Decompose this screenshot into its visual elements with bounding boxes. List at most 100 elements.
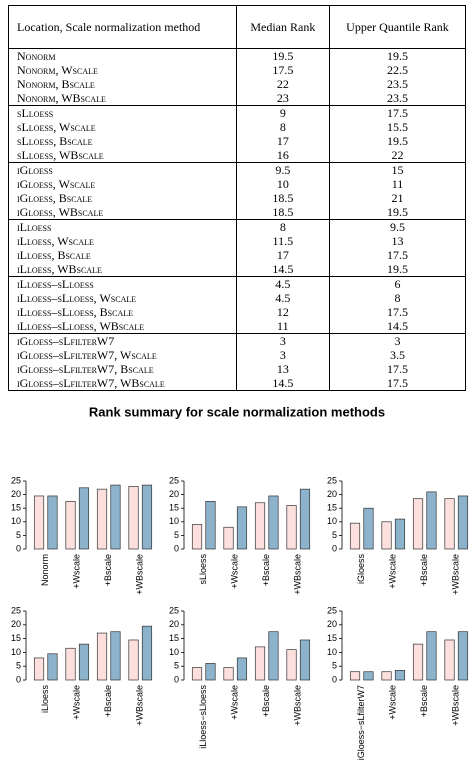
y-tick-label: 5 — [16, 530, 21, 540]
bar — [223, 526, 234, 550]
x-tick-label: +WBscale — [451, 554, 461, 595]
bar — [205, 501, 216, 550]
y-tick-label: 10 — [327, 647, 337, 657]
table-row: iGloess–sLfilterW7, Wscale 3 3.5 — [8, 348, 467, 362]
table-row: iLloess–sLloess 4.5 6 — [8, 276, 467, 291]
table-row: iLloess–sLloess, Bscale 12 17.5 — [8, 305, 467, 319]
y-tick-label: 10 — [11, 516, 21, 526]
bar — [254, 646, 266, 681]
table-row: iGloess–sLfilterW7 3 3 — [8, 333, 467, 348]
table-cell: Nonorm, WBscale — [8, 91, 237, 106]
table-cell: 17.5 — [328, 362, 467, 376]
bar — [110, 484, 121, 550]
table-cell: 14.5 — [328, 319, 467, 334]
table-cell: 19.5 — [328, 262, 467, 277]
x-tick-label: sLloess — [198, 554, 208, 585]
x-tick-label: +Bscale — [103, 554, 113, 586]
table-cell: iGloess, Bscale — [8, 191, 237, 205]
y-tick-label: 15 — [169, 633, 179, 643]
x-tick-label: +WBscale — [293, 685, 303, 726]
bar — [412, 643, 424, 681]
bar — [349, 671, 361, 681]
table-cell: iGloess–sLfilterW7, Wscale — [8, 348, 237, 362]
table-cell: 22 — [328, 148, 467, 163]
table-row: iLloess–sLloess, Wscale 4.5 8 — [8, 291, 467, 305]
table-row: Nonorm, Wscale 17.5 22.5 — [8, 63, 467, 77]
y-tick-label: 5 — [16, 661, 21, 671]
y-tick-label: 10 — [169, 516, 179, 526]
table-row: iGloess, WBscale 18.5 19.5 — [8, 205, 467, 220]
table-cell: 17 — [235, 248, 330, 262]
table-row: iGloess, Bscale 18.5 21 — [8, 191, 467, 205]
table-row: sLloess, Bscale 17 19.5 — [8, 134, 467, 148]
bar — [457, 495, 469, 550]
bar — [426, 631, 437, 681]
y-tick-label: 0 — [16, 543, 21, 553]
x-tick-label: +Wscale — [72, 554, 82, 589]
bar — [236, 657, 248, 681]
bar — [191, 667, 203, 681]
table-row: sLloess 9 17.5 — [8, 105, 467, 120]
x-tick-label: +Wscale — [230, 685, 240, 720]
table-row: iLloess 8 9.5 — [8, 219, 467, 234]
y-tick-label: 10 — [11, 647, 21, 657]
table-cell: iGloess–sLfilterW7, Bscale — [8, 362, 237, 376]
table-cell: iLloess — [8, 219, 237, 234]
table-cell: sLloess, Bscale — [8, 134, 237, 148]
bar — [299, 639, 311, 681]
table-cell: 8 — [328, 291, 467, 305]
x-tick-label: +WBscale — [135, 685, 145, 726]
bar — [65, 647, 76, 681]
table-cell: 11 — [235, 319, 330, 334]
x-tick-label: iGloess−sLfilterW7 — [356, 685, 366, 760]
y-tick-label: 5 — [332, 661, 337, 671]
table-cell: 10 — [235, 177, 330, 191]
table-cell: 15 — [328, 162, 467, 177]
bar — [444, 498, 455, 550]
table-cell: 4.5 — [235, 291, 330, 305]
bar — [349, 522, 361, 550]
x-tick-label: iLloess−sLloess — [198, 685, 208, 749]
bar — [363, 671, 374, 681]
figure-title: Rank summary for scale normalization met… — [89, 404, 385, 419]
bar — [141, 625, 153, 681]
y-tick-label: 0 — [174, 674, 179, 684]
x-tick-label: +Wscale — [230, 554, 240, 589]
bar — [268, 631, 279, 681]
y-tick-label: 25 — [169, 475, 179, 485]
table-cell: 23 — [235, 91, 330, 106]
table-cell: 17.5 — [328, 248, 467, 262]
table-cell: 6 — [328, 276, 467, 291]
table-cell: 8 — [235, 219, 330, 234]
y-tick-label: 20 — [11, 619, 21, 629]
bar — [426, 491, 437, 550]
table-cell: 11.5 — [235, 234, 330, 248]
table-cell: 23.5 — [328, 91, 467, 106]
bar — [47, 495, 58, 550]
table-cell: sLloess — [8, 105, 237, 120]
table-cell: iLloess–sLloess — [8, 276, 237, 291]
table-cell: 12 — [235, 305, 330, 319]
rank-table: Location, Scale normalization method Medi… — [8, 5, 467, 391]
y-tick-label: 0 — [332, 543, 337, 553]
x-tick-label: +Wscale — [388, 554, 398, 589]
y-tick-label: 20 — [169, 489, 179, 499]
y-tick-label: 20 — [327, 619, 337, 629]
bar — [47, 653, 58, 681]
y-tick-label: 25 — [327, 605, 337, 615]
y-tick-label: 0 — [174, 543, 179, 553]
table-cell: 17.5 — [328, 105, 467, 120]
header-cell: Location, Scale normalization method — [8, 5, 237, 49]
table-cell: iLloess–sLloess, WBscale — [8, 319, 237, 334]
table-cell: 9 — [235, 105, 330, 120]
table-cell: iLloess, Wscale — [8, 234, 237, 248]
bar — [128, 639, 139, 681]
bar — [457, 631, 469, 681]
y-tick-label: 10 — [327, 516, 337, 526]
y-tick-label: 25 — [169, 605, 179, 615]
table-cell: 17 — [235, 134, 330, 148]
bar — [78, 643, 90, 681]
table-cell: 15.5 — [328, 120, 467, 134]
table-cell: 19.5 — [235, 48, 330, 63]
